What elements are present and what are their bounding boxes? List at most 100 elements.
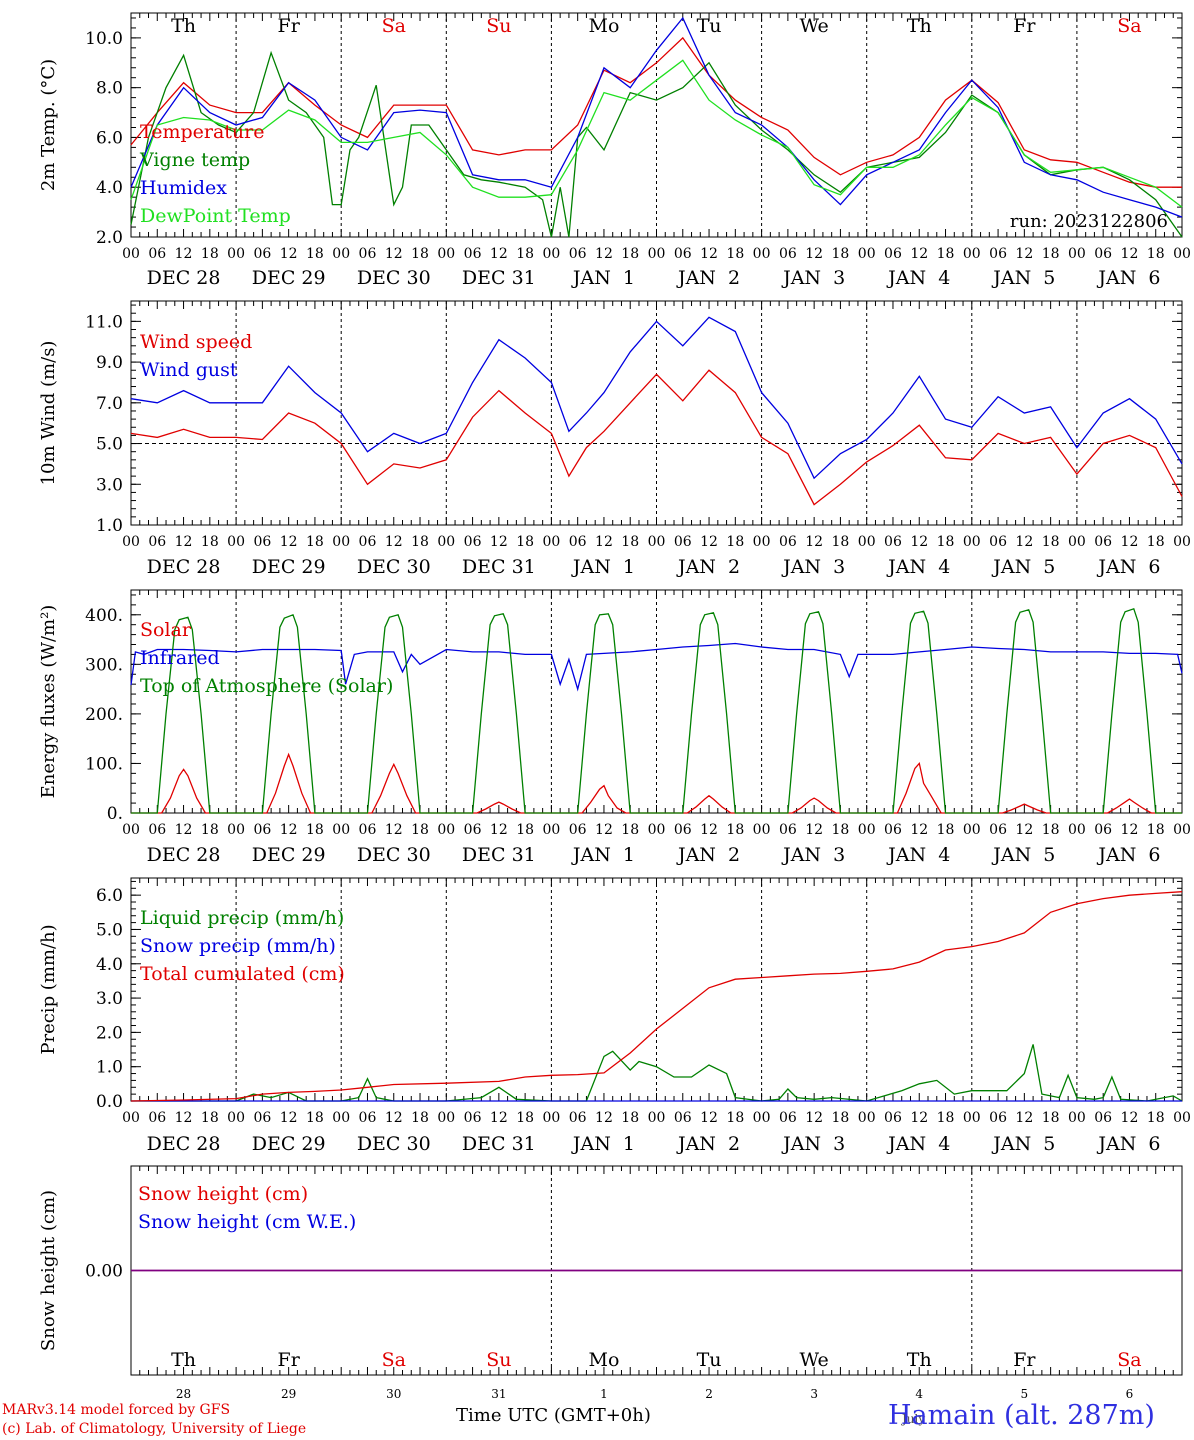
- hour-tick-label: 18: [516, 822, 534, 838]
- plot-frame: [130, 589, 1183, 814]
- hour-tick-label: 12: [385, 246, 403, 262]
- hour-tick-label: 12: [1015, 822, 1033, 838]
- hour-tick-label: 06: [989, 822, 1007, 838]
- hour-tick-label: 12: [700, 1110, 718, 1126]
- hour-tick-label: 06: [884, 1110, 902, 1126]
- y-axis-label: Snow height (cm): [38, 1190, 59, 1351]
- hour-tick-label: 18: [516, 246, 534, 262]
- weekday-label: We: [800, 15, 829, 37]
- hour-tick-label: 12: [1121, 1110, 1139, 1126]
- hour-tick-label: 00: [648, 534, 666, 550]
- hour-tick-label: 18: [411, 822, 429, 838]
- hour-tick-label: 12: [280, 534, 298, 550]
- date-label: DEC 30: [357, 267, 431, 289]
- hour-tick-label: 18: [937, 246, 955, 262]
- y-tick-label: 1.0: [96, 1058, 123, 1078]
- date-label: DEC 30: [357, 844, 431, 866]
- hour-tick-label: 00: [437, 246, 455, 262]
- hour-tick-label: 06: [1094, 246, 1112, 262]
- date-label: DEC 28: [147, 844, 221, 866]
- hour-tick-label: 18: [726, 246, 744, 262]
- hour-tick-label: 00: [122, 822, 140, 838]
- hour-tick-label: 12: [700, 246, 718, 262]
- legend-entry: Liquid precip (mm/h): [140, 907, 344, 929]
- hour-tick-label: 06: [674, 822, 692, 838]
- hour-tick-label: 18: [1147, 534, 1165, 550]
- y-tick-label: 8.0: [96, 79, 123, 99]
- y-tick-label: 3.0: [96, 989, 123, 1009]
- hour-tick-label: 12: [805, 534, 823, 550]
- hour-tick-label: 12: [1015, 1110, 1033, 1126]
- hour-tick-label: 06: [569, 534, 587, 550]
- weekday-label: Su: [486, 15, 511, 37]
- day-number-label: 1: [600, 1387, 608, 1401]
- hour-tick-label: 18: [1042, 1110, 1060, 1126]
- hour-tick-label: 12: [805, 822, 823, 838]
- hour-tick-label: 00: [648, 246, 666, 262]
- hour-tick-label: 00: [227, 246, 245, 262]
- hour-tick-label: 18: [411, 246, 429, 262]
- date-label: DEC 29: [252, 267, 326, 289]
- y-tick-label: 4.0: [96, 178, 123, 198]
- day-number-label: 30: [386, 1387, 401, 1401]
- hour-tick-label: 12: [1121, 822, 1139, 838]
- legend-entry: Infrared: [140, 647, 220, 669]
- hour-tick-label: 00: [1068, 1110, 1086, 1126]
- hour-tick-label: 12: [700, 534, 718, 550]
- date-label: JAN 6: [1096, 267, 1160, 289]
- hour-tick-label: 12: [910, 246, 928, 262]
- hour-tick-label: 18: [937, 822, 955, 838]
- hour-tick-label: 18: [306, 1110, 324, 1126]
- date-label: JAN 1: [571, 556, 635, 578]
- credit-line-copyright: (c) Lab. of Climatology, University of L…: [2, 1421, 307, 1437]
- weekday-label: Sa: [382, 1349, 406, 1371]
- date-label: JAN 5: [991, 556, 1055, 578]
- date-label: DEC 29: [252, 844, 326, 866]
- series-line-top-of-atmosphere-solar-: [131, 607, 1182, 814]
- hour-tick-label: 18: [832, 534, 850, 550]
- weekday-label: Mo: [588, 1349, 619, 1371]
- weekday-label: Mo: [588, 15, 619, 37]
- date-label: DEC 29: [252, 556, 326, 578]
- hour-tick-label: 00: [332, 534, 350, 550]
- day-number-label: 3: [810, 1387, 818, 1401]
- hour-tick-label: 06: [464, 1110, 482, 1126]
- date-label: JAN 6: [1096, 1133, 1160, 1155]
- y-tick-label: 0.0: [96, 1092, 123, 1112]
- hour-tick-label: 06: [569, 1110, 587, 1126]
- weekday-label: Su: [486, 1349, 511, 1371]
- legend-entry: Humidex: [140, 177, 227, 199]
- hour-tick-label: 12: [910, 534, 928, 550]
- hour-tick-label: 00: [332, 246, 350, 262]
- x-minor-ticks: [130, 301, 1183, 525]
- date-label: JAN 3: [781, 1133, 845, 1155]
- weekday-label: Sa: [382, 15, 406, 37]
- y-tick-label: 6.0: [96, 886, 123, 906]
- series-line-temperature: [130, 36, 1182, 188]
- day-number-label: 2: [705, 1387, 713, 1401]
- hour-tick-label: 06: [1094, 822, 1112, 838]
- hour-tick-label: 06: [1094, 1110, 1112, 1126]
- y-tick-label: 6.0: [96, 128, 123, 148]
- day-number-label: 29: [281, 1387, 296, 1401]
- hour-tick-label: 12: [1121, 246, 1139, 262]
- hour-tick-label: 18: [621, 1110, 639, 1126]
- station-name: Hamain (alt. 287m): [888, 1400, 1155, 1431]
- hour-tick-label: 18: [201, 534, 219, 550]
- hour-tick-label: 00: [122, 246, 140, 262]
- legend-entry: Wind gust: [140, 359, 238, 381]
- date-label: DEC 28: [147, 267, 221, 289]
- hour-tick-label: 06: [464, 534, 482, 550]
- hour-tick-label: 00: [648, 822, 666, 838]
- date-label: JAN 1: [571, 1133, 635, 1155]
- y-tick-label: 9.0: [96, 353, 123, 373]
- hour-tick-label: 18: [306, 822, 324, 838]
- hour-tick-label: 06: [779, 1110, 797, 1126]
- y-tick-label: 5.0: [96, 920, 123, 940]
- hour-tick-label: 00: [963, 246, 981, 262]
- hour-tick-label: 06: [674, 246, 692, 262]
- date-label: JAN 2: [676, 844, 740, 866]
- hour-tick-label: 18: [621, 822, 639, 838]
- date-label: DEC 28: [147, 1133, 221, 1155]
- date-label: JAN 6: [1096, 844, 1160, 866]
